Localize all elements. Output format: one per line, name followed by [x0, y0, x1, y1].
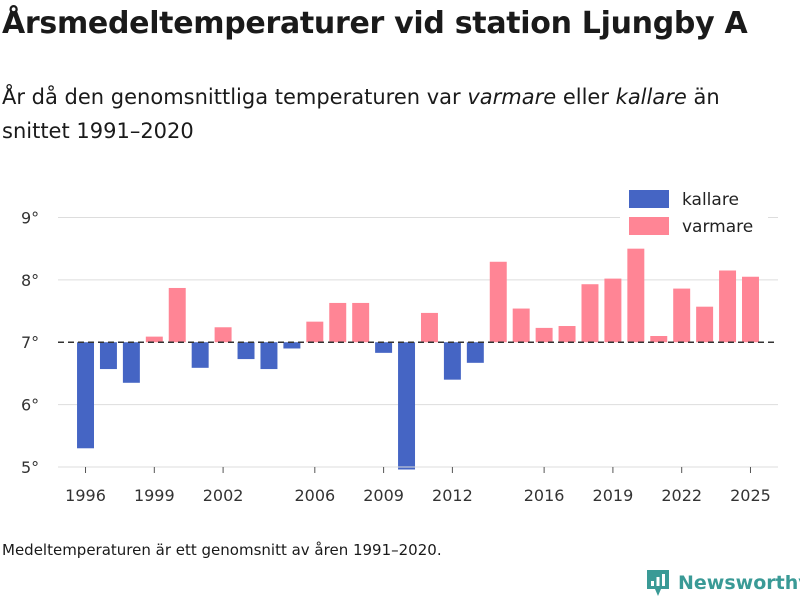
- subtitle-warm-word: varmare: [467, 85, 557, 109]
- bar-1999: [145, 336, 163, 343]
- bar-1997: [99, 342, 117, 370]
- bar-2009: [375, 342, 393, 353]
- axis-layer: 5° 6° 7° 8° 9° 1996 1999 2002 2006 2009 2012 2016 20…: [21, 208, 778, 505]
- bar-2014: [489, 261, 507, 343]
- footnote: Medeltemperaturen är ett genomsnitt av å…: [2, 541, 442, 559]
- bar-2018: [581, 284, 599, 343]
- x-tick-label-2016: 2016: [524, 486, 565, 505]
- newsworthy-logo-icon: [647, 570, 669, 596]
- bar-2021: [650, 336, 668, 343]
- chart-subtitle: År då den genomsnittliga temperaturen va…: [2, 80, 782, 148]
- legend-swatch-kallare: [629, 190, 669, 208]
- bar-2025: [742, 276, 759, 343]
- x-tick-label-2002: 2002: [203, 486, 244, 505]
- x-tick-label-2009: 2009: [363, 486, 404, 505]
- legend-label-kallare: kallare: [682, 190, 739, 210]
- chart-title: Årsmedeltemperaturer vid station Ljungby…: [2, 6, 748, 41]
- x-tick-label-2019: 2019: [593, 486, 634, 505]
- x-tick-label-2006: 2006: [294, 486, 335, 505]
- bar-2012: [443, 342, 461, 380]
- x-tick-label-2012: 2012: [432, 486, 473, 505]
- brand-name: Newsworthy: [678, 572, 800, 594]
- x-tick-label-2022: 2022: [661, 486, 702, 505]
- bar-2005: [283, 342, 301, 349]
- subtitle-part3: än snittet 1991–2020: [2, 85, 720, 143]
- bar-2016: [535, 327, 553, 343]
- x-tick-label-2025: 2025: [730, 486, 771, 505]
- bar-1996: [77, 342, 94, 449]
- subtitle-part1: År då den genomsnittliga temperaturen va…: [2, 85, 468, 109]
- bar-2000: [168, 287, 186, 343]
- legend-swatch-varmare: [629, 217, 669, 235]
- bar-2007: [329, 302, 347, 343]
- x-tick-label-1996: 1996: [65, 486, 106, 505]
- bar-2006: [306, 321, 324, 343]
- subtitle-cold-word: kallare: [615, 85, 687, 109]
- x-tick-label-1999: 1999: [134, 486, 175, 505]
- bar-2002: [214, 327, 232, 343]
- bar-2024: [719, 270, 737, 343]
- bar-2011: [420, 312, 438, 343]
- legend-label-varmare: varmare: [682, 217, 753, 237]
- bar-2010: [398, 342, 416, 470]
- bar-layer: [77, 248, 759, 470]
- bar-2023: [696, 306, 714, 343]
- bar-2001: [191, 342, 209, 368]
- y-tick-label-7: 7°: [21, 333, 39, 352]
- bar-2008: [352, 302, 370, 343]
- bar-2013: [466, 342, 484, 363]
- y-tick-label-5: 5°: [21, 458, 39, 477]
- y-tick-label-9: 9°: [21, 208, 39, 227]
- subtitle-part2: eller: [556, 85, 616, 109]
- bar-2020: [627, 248, 645, 343]
- bar-2019: [604, 278, 622, 343]
- y-tick-label-8: 8°: [21, 271, 39, 290]
- y-tick-label-6: 6°: [21, 396, 39, 415]
- bar-2022: [673, 288, 691, 343]
- bar-2003: [237, 342, 255, 360]
- brand-logo: Newsworthy: [645, 568, 800, 598]
- bar-2004: [260, 342, 278, 370]
- bar-1998: [122, 342, 140, 383]
- legend: kallare varmare: [620, 186, 768, 242]
- bar-chart: 5° 6° 7° 8° 9° 1996 1999 2002 2006 2009 2012 2016 20…: [21, 186, 778, 505]
- bar-2015: [512, 308, 530, 343]
- bar-2017: [558, 326, 576, 343]
